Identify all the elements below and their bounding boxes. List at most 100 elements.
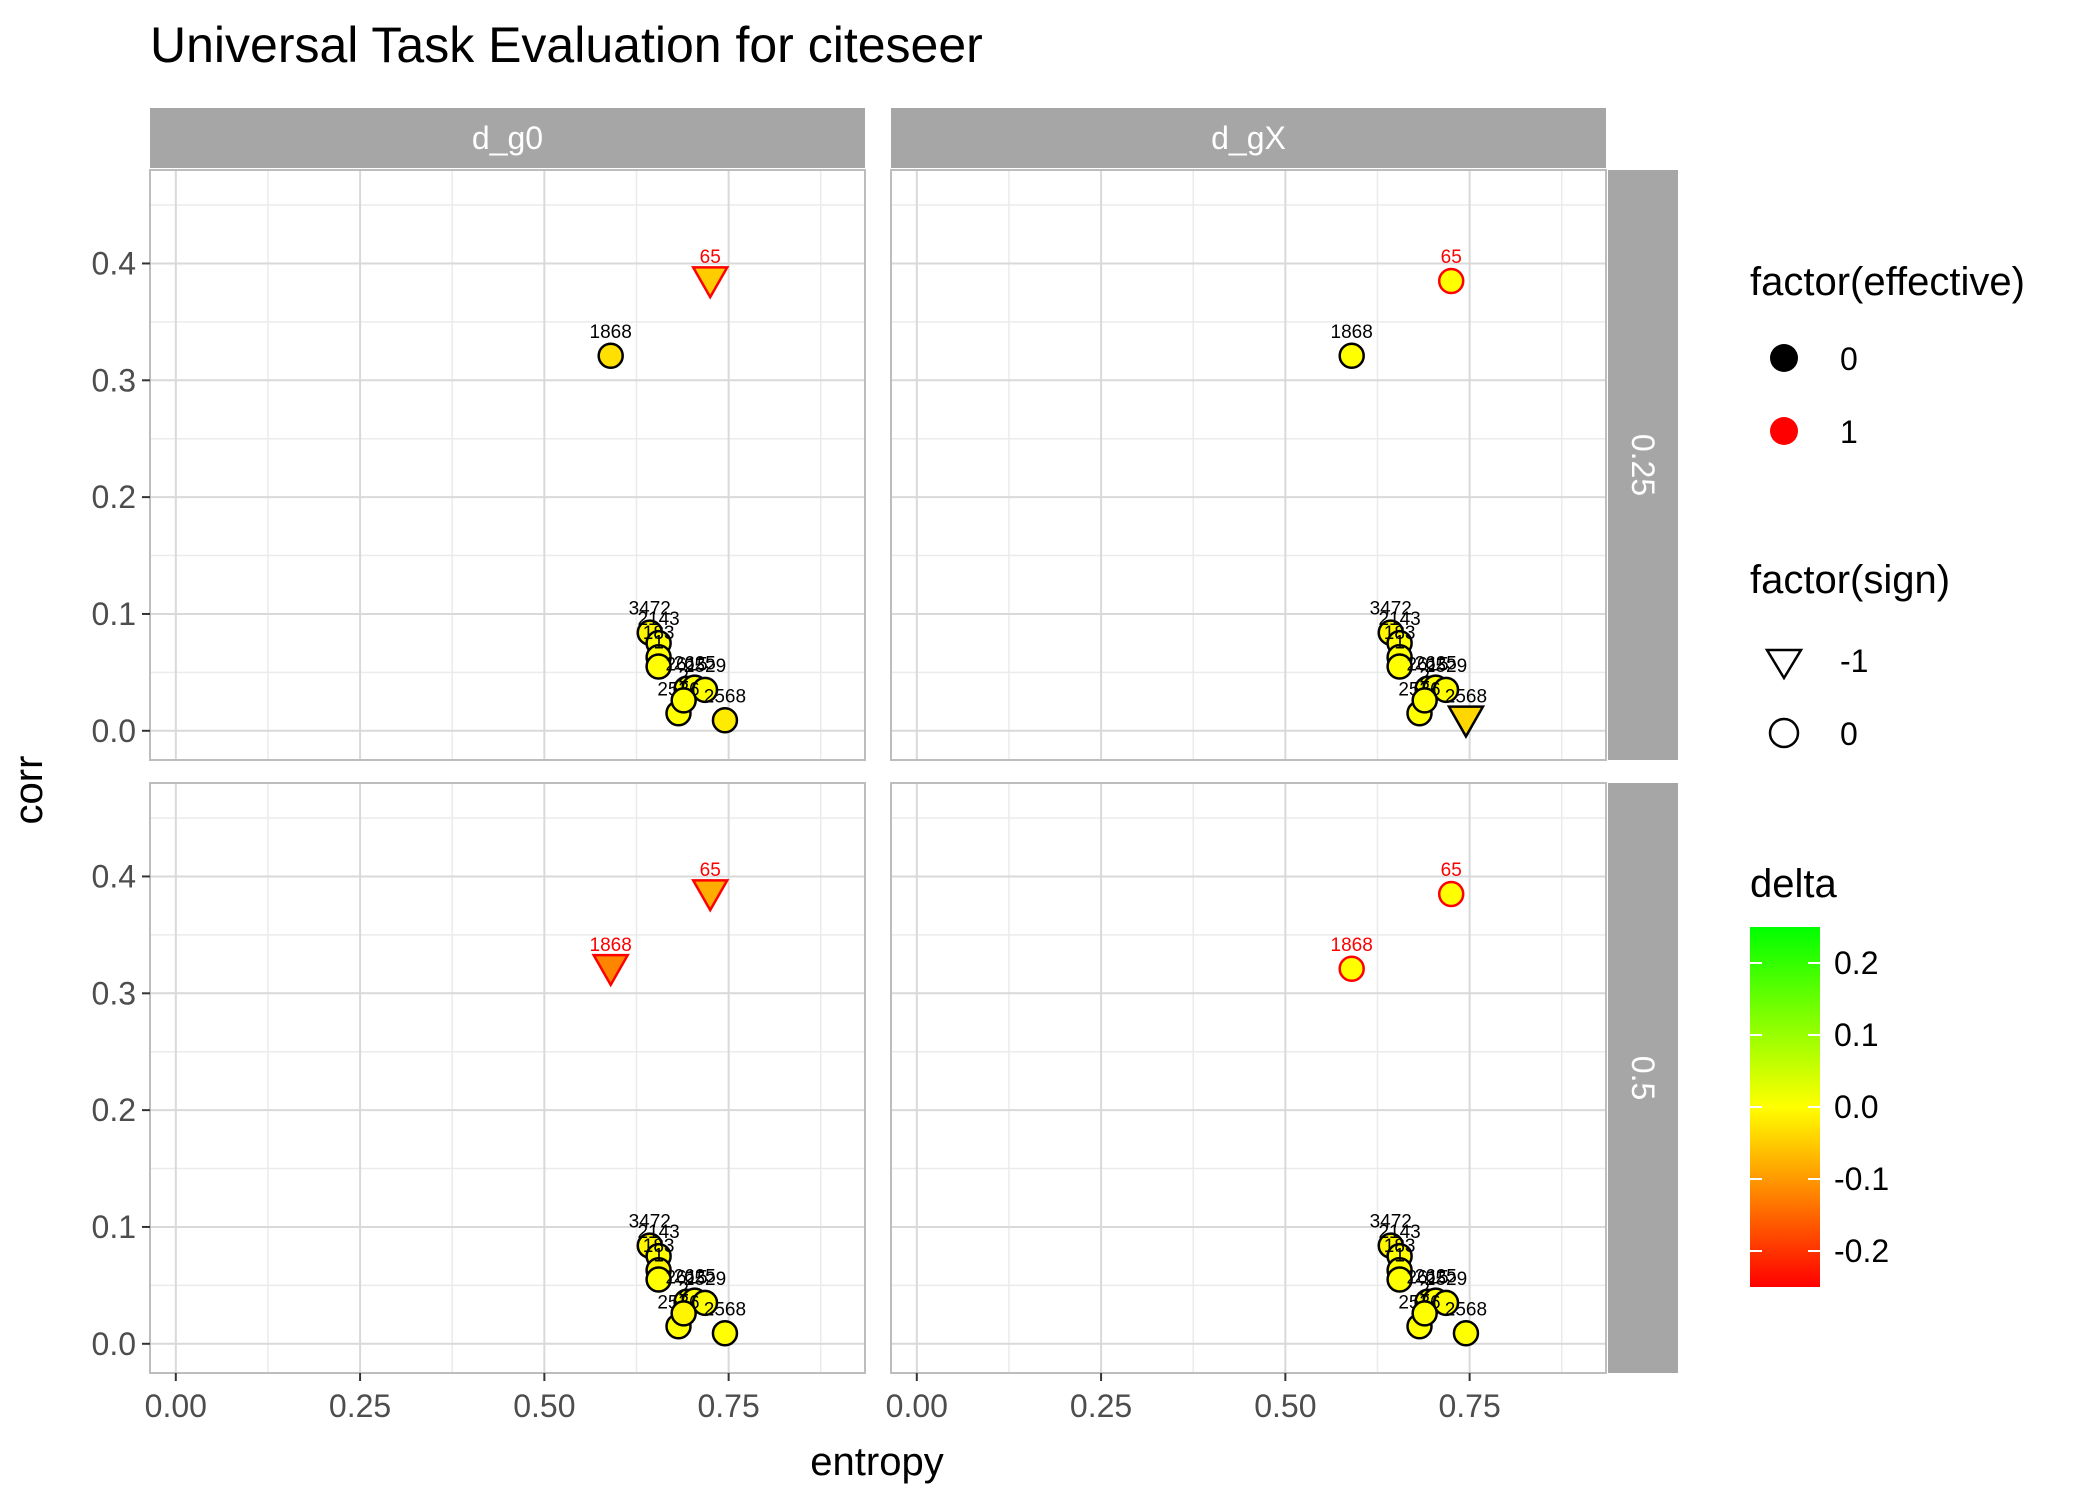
point-marker-2568 bbox=[711, 1320, 739, 1347]
y-tick-label: 0.3 bbox=[92, 362, 136, 398]
point-marker-2568 bbox=[711, 707, 739, 734]
point-marker-65 bbox=[691, 879, 730, 913]
panel-border bbox=[890, 782, 1607, 1374]
legend-delta: delta 0.2 0.1 0.0 -0.1 -0.2 bbox=[1750, 862, 1889, 1287]
point-label-2568: 2568 bbox=[704, 1299, 746, 1320]
facet-strip-row-0.5 bbox=[1608, 783, 1678, 1373]
y-tick-label: 0.1 bbox=[92, 596, 136, 632]
point-label-2529: 2529 bbox=[1425, 1269, 1467, 1290]
y-tick-label: 0.2 bbox=[92, 1092, 136, 1128]
point-label-65: 65 bbox=[700, 860, 721, 881]
point-label-3472: 3472 bbox=[1370, 1212, 1412, 1233]
point-label-2: 2 bbox=[1419, 666, 1430, 687]
x-tick-label: 0.25 bbox=[329, 1388, 391, 1424]
point-label-65: 65 bbox=[700, 247, 721, 268]
y-tick-label: 0.0 bbox=[92, 713, 136, 749]
x-tick-label: 0.50 bbox=[513, 1388, 575, 1424]
legend-sign-label-0: -1 bbox=[1840, 643, 1868, 679]
point-marker-2529 bbox=[1432, 1289, 1460, 1317]
x-tick-label: 0.50 bbox=[1254, 1388, 1316, 1424]
chart-title: Universal Task Evaluation for citeseer bbox=[150, 17, 983, 73]
point-label-1: 1 bbox=[1394, 633, 1405, 654]
point-label-2615: 2615 bbox=[1406, 1268, 1448, 1289]
point-label-1868: 1868 bbox=[1331, 322, 1373, 343]
legend-delta-title: delta bbox=[1750, 862, 1837, 906]
point-label-183: 183 bbox=[1384, 1236, 1416, 1257]
point-label-2529: 2529 bbox=[684, 656, 726, 677]
point-marker-1868 bbox=[1338, 955, 1365, 983]
point-label-1868: 1868 bbox=[590, 322, 632, 343]
point-label-2615: 2615 bbox=[665, 655, 707, 676]
x-tick-label: 0.25 bbox=[1070, 1388, 1132, 1424]
y-tick-label: 0.4 bbox=[92, 245, 136, 281]
legend-sign-triangle-down-icon bbox=[1764, 648, 1804, 681]
point-label-2143: 2143 bbox=[1378, 609, 1420, 630]
point-label-2615: 2615 bbox=[665, 1268, 707, 1289]
y-tick-label: 0.4 bbox=[92, 858, 136, 894]
point-label-183: 183 bbox=[643, 623, 675, 644]
point-marker-65 bbox=[1437, 267, 1465, 295]
x-tick-label: 0.00 bbox=[886, 1388, 948, 1424]
y-tick-label: 0.1 bbox=[92, 1209, 136, 1245]
panel-background bbox=[891, 783, 1606, 1373]
x-tick-label: 0.00 bbox=[145, 1388, 207, 1424]
facet-strip-d_g0 bbox=[150, 108, 865, 168]
point-label-2625: 2625 bbox=[674, 654, 716, 675]
legend-effective-swatch-1 bbox=[1770, 417, 1798, 445]
legend-sign-label-1: 0 bbox=[1840, 716, 1858, 752]
y-tick-label: 0.3 bbox=[92, 975, 136, 1011]
point-marker-2529 bbox=[691, 676, 719, 704]
legend-effective-swatch-0 bbox=[1770, 344, 1798, 372]
point-label-3472: 3472 bbox=[629, 599, 671, 620]
facet-strip-label: d_gX bbox=[1211, 120, 1286, 156]
point-label-2615: 2615 bbox=[1406, 655, 1448, 676]
point-marker-2 bbox=[670, 1300, 697, 1327]
panel-background bbox=[150, 783, 865, 1373]
legend-effective-label-1: 1 bbox=[1840, 414, 1858, 450]
point-label-2: 2 bbox=[1419, 1279, 1430, 1300]
panels-layer: d_g0 d_gX0.250.56518683472214318312615262… bbox=[92, 108, 1678, 1424]
point-marker-1868 bbox=[591, 953, 630, 988]
point-marker-1 bbox=[645, 653, 672, 680]
point-marker-2568 bbox=[1452, 1320, 1480, 1347]
legend-effective: factor(effective) 0 1 bbox=[1750, 260, 2025, 450]
colorbar-tick-label: 0.1 bbox=[1834, 1017, 1878, 1053]
point-marker-1 bbox=[1386, 1266, 1413, 1293]
legend-sign: factor(sign) -1 0 bbox=[1750, 558, 1950, 752]
point-label-2625: 2625 bbox=[674, 1267, 716, 1288]
point-label-2143: 2143 bbox=[637, 609, 679, 630]
y-tick-label: 0.2 bbox=[92, 479, 136, 515]
facet-strip-row-label: 0.25 bbox=[1625, 434, 1661, 496]
point-marker-2 bbox=[1411, 1300, 1438, 1327]
facet-strip-label: d_g0 bbox=[472, 120, 543, 156]
colorbar-tick-label: 0.2 bbox=[1834, 945, 1878, 981]
panel-d_gX-0.5: 6518683472214318312615262525292536225680… bbox=[886, 782, 1607, 1424]
panel-border bbox=[890, 169, 1607, 761]
point-label-1: 1 bbox=[653, 1246, 664, 1267]
point-label-2529: 2529 bbox=[1425, 656, 1467, 677]
point-label-3472: 3472 bbox=[1370, 599, 1412, 620]
legend-sign-circle-icon bbox=[1768, 717, 1800, 749]
legend-effective-label-0: 0 bbox=[1840, 341, 1858, 377]
point-marker-1 bbox=[1386, 653, 1413, 680]
facet-strip-row-0.25 bbox=[1608, 170, 1678, 760]
point-marker-2 bbox=[670, 687, 697, 714]
point-label-1: 1 bbox=[1394, 1246, 1405, 1267]
panel-d_gX-0.25: 651868347221431831261526252529253622568 bbox=[890, 169, 1607, 761]
point-label-2143: 2143 bbox=[1378, 1222, 1420, 1243]
colorbar-tick-label: 0.0 bbox=[1834, 1089, 1878, 1125]
panel-d_g0-0.5: 6518683472214318312615262525292536225680… bbox=[92, 782, 866, 1424]
colorbar-tick-label: -0.1 bbox=[1834, 1161, 1889, 1197]
point-label-2625: 2625 bbox=[1415, 654, 1457, 675]
panel-d_g0-0.25: 6518683472214318312615262525292536225680… bbox=[92, 169, 866, 761]
legend-effective-title: factor(effective) bbox=[1750, 260, 2025, 304]
y-tick-label: 0.0 bbox=[92, 1326, 136, 1362]
x-tick-label: 0.75 bbox=[1438, 1388, 1500, 1424]
point-label-1: 1 bbox=[653, 633, 664, 654]
point-label-2143: 2143 bbox=[637, 1222, 679, 1243]
point-label-2529: 2529 bbox=[684, 1269, 726, 1290]
point-marker-1868 bbox=[597, 342, 624, 370]
point-label-183: 183 bbox=[643, 1236, 675, 1257]
point-label-3472: 3472 bbox=[629, 1212, 671, 1233]
